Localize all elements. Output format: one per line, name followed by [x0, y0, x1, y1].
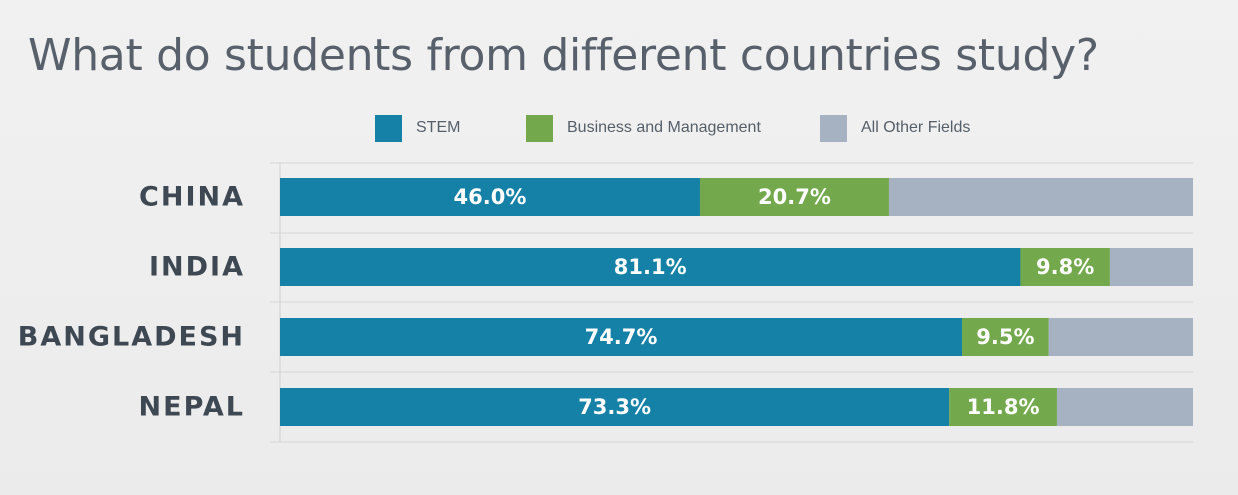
bar-segment-nepal-0 [280, 388, 950, 426]
bar-segment-india-1 [1020, 248, 1110, 286]
category-label-china: CHINA [139, 182, 245, 213]
bar-segment-india-2 [1109, 248, 1193, 286]
bar-segment-bangladesh-2 [1048, 318, 1193, 356]
bar-segment-nepal-2 [1056, 388, 1193, 426]
data-label-china-1: 20.7% [758, 185, 831, 209]
data-label-china-0: 46.0% [454, 185, 527, 209]
data-label-india-0: 81.1% [614, 255, 687, 279]
chart-title: What do students from different countrie… [28, 30, 1099, 81]
bar-segment-bangladesh-0 [280, 318, 963, 356]
data-label-india-1: 9.8% [1036, 255, 1094, 279]
category-label-nepal: NEPAL [139, 392, 245, 423]
bar-segment-nepal-1 [949, 388, 1057, 426]
bar-segment-china-2 [888, 178, 1193, 216]
bar-segment-india-0 [280, 248, 1021, 286]
data-label-bangladesh-0: 74.7% [585, 325, 658, 349]
category-label-india: INDIA [149, 252, 245, 283]
bar-segment-bangladesh-1 [962, 318, 1049, 356]
data-label-nepal-0: 73.3% [578, 395, 651, 419]
bar-segment-china-1 [699, 178, 889, 216]
bar-segment-china-0 [280, 178, 700, 216]
data-label-nepal-1: 11.8% [967, 395, 1040, 419]
category-label-bangladesh: BANGLADESH [18, 322, 245, 353]
data-label-bangladesh-1: 9.5% [976, 325, 1034, 349]
